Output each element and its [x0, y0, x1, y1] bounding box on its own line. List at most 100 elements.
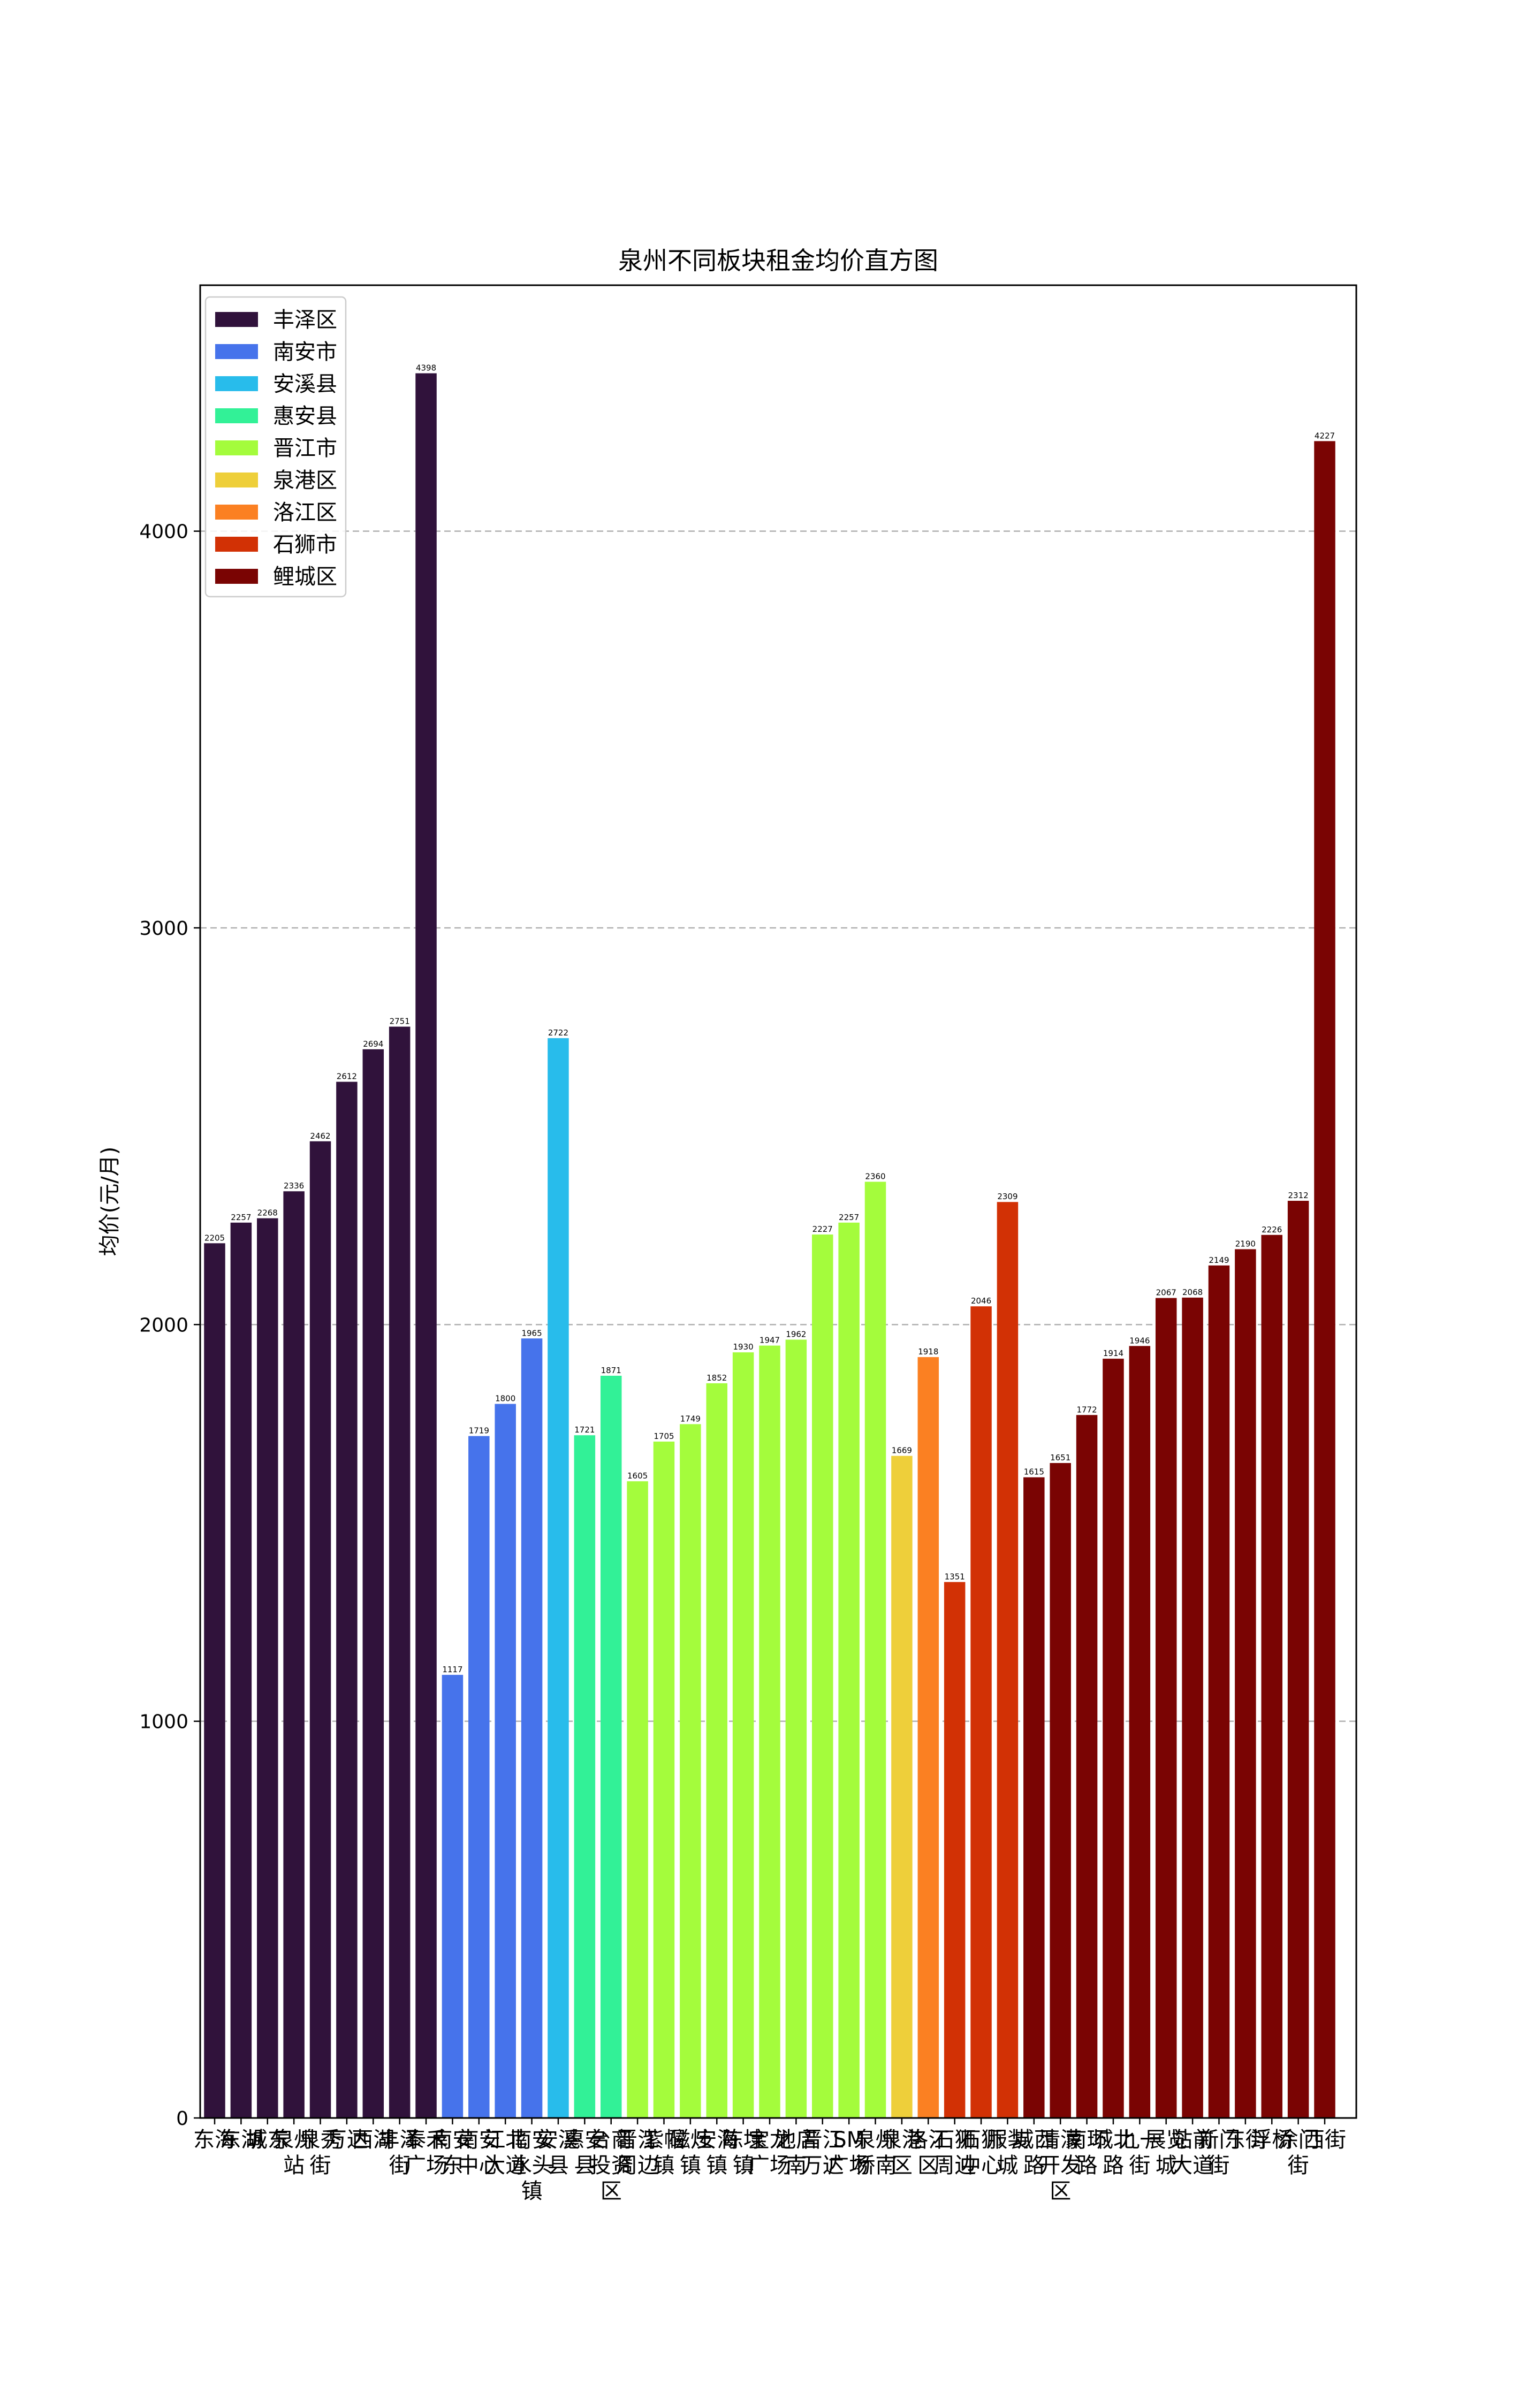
bar-value-label: 2205	[204, 1233, 225, 1243]
bar	[917, 1357, 939, 2118]
x-tick-label-line: 东街	[1224, 2128, 1267, 2152]
x-tick-label: 丰泽街	[378, 2128, 421, 2178]
x-tick-label: 晋江万达	[801, 2128, 844, 2178]
x-tick-label: 晋江周边	[616, 2128, 659, 2178]
x-tick-label-line: 路	[1023, 2153, 1045, 2178]
x-tick-label-line: 周边	[616, 2153, 659, 2178]
bar	[891, 1456, 913, 2118]
x-tick-label-line: 街	[1288, 2153, 1309, 2178]
bar	[257, 1218, 278, 2118]
x-tick-label: 池店南	[774, 2128, 817, 2178]
y-tick-label: 3000	[139, 918, 188, 940]
x-tick-label-line: 磁灶	[669, 2128, 712, 2152]
bar-value-label: 2694	[363, 1039, 383, 1049]
bar	[1023, 1477, 1045, 2118]
x-tick-label-line: 区	[601, 2179, 622, 2204]
x-tick-label-line: 九一	[1118, 2128, 1161, 2152]
legend-label: 鲤城区	[273, 565, 337, 589]
x-tick-label-line: 桥南	[854, 2153, 897, 2178]
x-tick-label-line: 万达	[325, 2128, 368, 2152]
x-tick-label-line: 晋江	[801, 2128, 844, 2152]
legend-swatch	[215, 473, 258, 487]
bar	[389, 1026, 411, 2118]
bar	[759, 1345, 780, 2118]
x-tick-label-line: 南安	[511, 2128, 553, 2152]
y-tick-labels: 0 1000 2000 3000 4000	[139, 521, 200, 2130]
bar-value-label: 2268	[257, 1208, 278, 1218]
bar	[495, 1404, 516, 2118]
legend-label: 晋江市	[273, 436, 337, 461]
x-tick-label-line: 广场	[827, 2153, 870, 2178]
legend-swatch	[215, 569, 258, 584]
x-tick-label-line: 中心	[960, 2153, 1002, 2178]
x-tick-label-line: 镇	[653, 2153, 674, 2178]
x-tick-label-line: 东海	[193, 2128, 236, 2152]
bar-value-label: 1669	[892, 1446, 912, 1456]
x-tick-label: 宝龙广场	[748, 2128, 791, 2178]
x-tick-label-line: 东	[442, 2153, 463, 2178]
bar	[1182, 1297, 1203, 2118]
x-tick-label: 城西路	[1013, 2128, 1055, 2178]
legend-label: 石狮市	[273, 532, 337, 557]
x-tick-label-line: 惠安	[563, 2128, 606, 2152]
x-tick-label: 南安东	[431, 2128, 474, 2178]
x-tick-label: 石狮周边	[933, 2128, 976, 2178]
x-tick-label: 城北路	[1092, 2128, 1135, 2178]
bar	[1050, 1463, 1071, 2118]
x-tick-label: 安溪县	[537, 2128, 580, 2178]
x-tick-label-line: 投资	[590, 2153, 633, 2178]
bar-value-label: 1705	[654, 1431, 674, 1441]
x-tick-label: 清濛开发区	[1039, 2128, 1082, 2204]
legend-label: 惠安县	[273, 404, 337, 429]
x-tick-label-line: 区	[917, 2153, 939, 2178]
bar-value-label: 1962	[786, 1329, 806, 1339]
bar	[1287, 1201, 1309, 2118]
x-tick-label-line: 台商	[590, 2128, 633, 2152]
x-tick-label-line: 站前	[1171, 2128, 1214, 2152]
x-tick-label: 泉港区	[880, 2128, 923, 2178]
bar	[230, 1222, 252, 2118]
bar-value-label: 1615	[1024, 1467, 1044, 1477]
bar-value-label: 1749	[680, 1414, 701, 1423]
y-tick-label: 1000	[139, 1711, 188, 1733]
x-tick-label-line: 城	[1156, 2153, 1177, 2178]
x-tick-label-line: 晋江	[616, 2128, 659, 2152]
x-tick-label-line: 路	[1103, 2153, 1124, 2178]
bar	[1155, 1298, 1177, 2118]
x-tick-label: 浮桥	[1250, 2128, 1293, 2152]
x-tick-label: 展览城	[1145, 2128, 1188, 2178]
x-tick-label-line: 镇	[706, 2153, 727, 2178]
x-tick-label-line: 宝龙	[748, 2128, 791, 2152]
x-tick-label: 紫帽镇	[642, 2128, 685, 2178]
x-tick-label-line: 广场	[405, 2153, 447, 2178]
plot-frame	[199, 284, 1357, 2119]
x-tick-label: 台商投资区	[590, 2128, 633, 2204]
x-tick-label-line: 中心	[458, 2153, 500, 2178]
bar	[548, 1038, 569, 2118]
x-tick-label-line: 服装	[986, 2128, 1029, 2152]
legend-label: 安溪县	[273, 372, 337, 397]
bar-value-label: 2462	[310, 1131, 330, 1141]
x-tick-label-line: 池店	[774, 2128, 817, 2152]
chart-title: 泉州不同板块租金均价直方图	[618, 246, 938, 275]
bar	[415, 373, 437, 2119]
x-tick-label-line: 展览	[1145, 2128, 1188, 2152]
x-tick-label: 东湖	[219, 2128, 262, 2152]
x-tick-label-line: 周边	[933, 2153, 976, 2178]
x-tick-label: 服装城	[986, 2128, 1029, 2178]
x-tick-label-line: 南安	[458, 2128, 500, 2152]
value-labels: 2205 2257 2268 2336 2462 2612 2694 2751 4398 1117…	[204, 363, 1335, 1674]
x-tick-label: 南环路	[1066, 2128, 1108, 2178]
bar-value-label: 2257	[839, 1213, 859, 1222]
x-tick-label-line: 安溪	[537, 2128, 580, 2152]
x-tick-label: 新门街	[1197, 2128, 1240, 2178]
x-tick-label-line: 江北	[484, 2128, 527, 2152]
bar-value-label: 2360	[865, 1171, 885, 1181]
x-tick-label: 西街	[1303, 2128, 1346, 2152]
x-tick-label-line: 丰泽	[378, 2128, 421, 2152]
x-tick-label-line: 城北	[1092, 2128, 1135, 2152]
x-tick-label: 惠安县	[563, 2128, 606, 2178]
bar-value-label: 1914	[1103, 1348, 1123, 1358]
